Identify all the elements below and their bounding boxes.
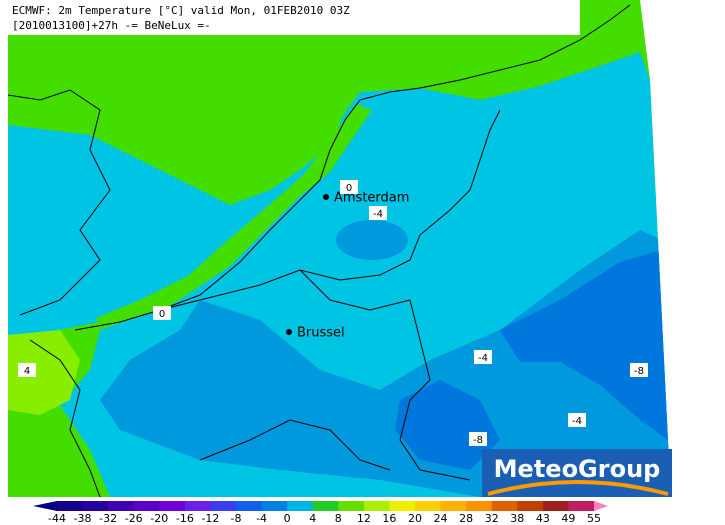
legend-label: -32 xyxy=(99,512,117,525)
header-line: ECMWF: 2m Temperature [°C] valid Mon, 01… xyxy=(12,4,350,17)
legend-label: -12 xyxy=(201,512,219,525)
legend-label: -8 xyxy=(231,512,242,525)
contour-label-box xyxy=(568,413,586,427)
legend-label: 20 xyxy=(408,512,422,525)
contour-label: 0 xyxy=(346,183,352,194)
contour-label: -8 xyxy=(473,435,483,446)
legend-label: 12 xyxy=(357,512,371,525)
coastline xyxy=(8,4,631,497)
contour-label-box xyxy=(474,350,492,364)
legend-swatch xyxy=(363,501,390,511)
legend-label: 55 xyxy=(587,512,601,525)
legend-label: -44 xyxy=(48,512,66,525)
ardennes-cold xyxy=(395,380,500,470)
legend-arrow xyxy=(594,501,608,511)
legend-swatch xyxy=(287,501,314,511)
contour-label-box xyxy=(340,180,358,194)
cold-pocket xyxy=(336,220,408,260)
legend-swatch xyxy=(57,501,84,511)
contour-label-box xyxy=(469,432,487,446)
legend-arrow xyxy=(33,501,57,511)
legend-label: -26 xyxy=(125,512,143,525)
logo-text: MeteoGroup xyxy=(494,455,661,483)
legend-swatch xyxy=(389,501,416,511)
legend-swatch xyxy=(415,501,442,511)
legend-label: 4 xyxy=(309,512,316,525)
colder-zone xyxy=(100,230,672,497)
contour-label-box xyxy=(18,363,36,377)
legend-swatch xyxy=(440,501,467,511)
legend-label: -38 xyxy=(74,512,92,525)
logo: MeteoGroup xyxy=(482,449,672,497)
coldest-zone xyxy=(500,250,668,440)
city-dot xyxy=(323,194,329,200)
legend-label: -16 xyxy=(176,512,194,525)
legend-swatch xyxy=(236,501,263,511)
legend-label: 32 xyxy=(485,512,499,525)
legend-swatch xyxy=(517,501,544,511)
legend-label: 38 xyxy=(510,512,524,525)
header-box xyxy=(8,0,580,35)
legend-swatch xyxy=(466,501,493,511)
legend-swatch xyxy=(159,501,186,511)
legend-swatch xyxy=(108,501,135,511)
legend-label: -4 xyxy=(256,512,267,525)
contour-label-box xyxy=(630,363,648,377)
legend-swatch xyxy=(338,501,365,511)
legend-swatch xyxy=(133,501,160,511)
contour-label-box xyxy=(369,206,387,220)
legend-label: -20 xyxy=(150,512,168,525)
legend-swatch xyxy=(491,501,518,511)
city-label: Amsterdam xyxy=(334,191,409,206)
contour-label: -8 xyxy=(634,366,644,377)
legend-swatch xyxy=(312,501,339,511)
legend-label: 16 xyxy=(382,512,396,525)
legend-label: 28 xyxy=(459,512,473,525)
city-label: Brussel xyxy=(297,326,345,341)
legend-label: 8 xyxy=(335,512,342,525)
legend-swatch xyxy=(542,501,569,511)
legend-swatch xyxy=(82,501,109,511)
legend-label: 49 xyxy=(561,512,575,525)
legend-swatch xyxy=(210,501,237,511)
legend-swatch xyxy=(568,501,595,511)
contour-label-box xyxy=(153,306,171,320)
legend-swatch xyxy=(261,501,288,511)
contour-label: 4 xyxy=(24,366,30,377)
legend-label: 0 xyxy=(284,512,291,525)
coastal-strip xyxy=(96,104,372,328)
mild-patch xyxy=(8,330,80,415)
contour-label: -4 xyxy=(572,416,582,427)
contour-label: 0 xyxy=(159,309,165,320)
logo-arc xyxy=(487,480,669,496)
legend-label: 43 xyxy=(536,512,550,525)
header-line: [2010013100]+27h -= BeNeLux =- xyxy=(12,19,211,32)
borders xyxy=(159,109,501,481)
legend-swatch xyxy=(184,501,211,511)
legend-label: 24 xyxy=(434,512,448,525)
contour-label: -4 xyxy=(373,209,383,220)
contour-label: -4 xyxy=(478,353,488,364)
city-dot xyxy=(286,329,292,335)
